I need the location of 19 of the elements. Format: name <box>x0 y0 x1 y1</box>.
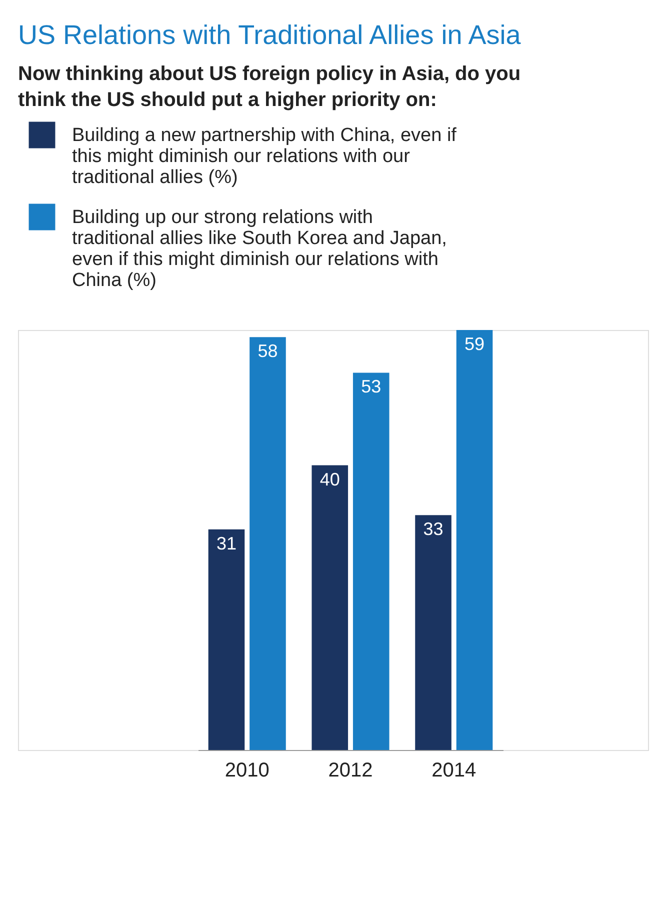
bar <box>352 372 390 750</box>
legend-label: Building up our strong relations with traditional allies like South Korea and Japan, even if this might diminish our relations with China (%) <box>72 207 447 291</box>
data-label: 33 <box>423 519 444 540</box>
bar <box>415 515 452 750</box>
x-tick-label: 2014 <box>432 760 476 782</box>
data-label: 31 <box>216 533 237 554</box>
chart-subtitle: Now thinking about US foreign policy in Asia, do you think the US should put a higher priority on: <box>18 63 521 111</box>
x-tick-label: 2012 <box>328 760 373 782</box>
bar <box>456 330 493 750</box>
chart-title: US Relations with Traditional Allies in Asia <box>18 20 522 50</box>
data-label: 58 <box>258 341 278 362</box>
legend-label: Building a new partnership with China, even if this might diminish our relations with our traditional allies (%) <box>72 125 458 188</box>
data-label: 40 <box>320 469 340 490</box>
data-label: 59 <box>464 334 485 354</box>
x-tick-label: 2010 <box>224 760 270 782</box>
bar <box>208 529 245 750</box>
bar <box>250 337 286 750</box>
bar <box>312 465 348 750</box>
data-label: 53 <box>361 376 382 397</box>
